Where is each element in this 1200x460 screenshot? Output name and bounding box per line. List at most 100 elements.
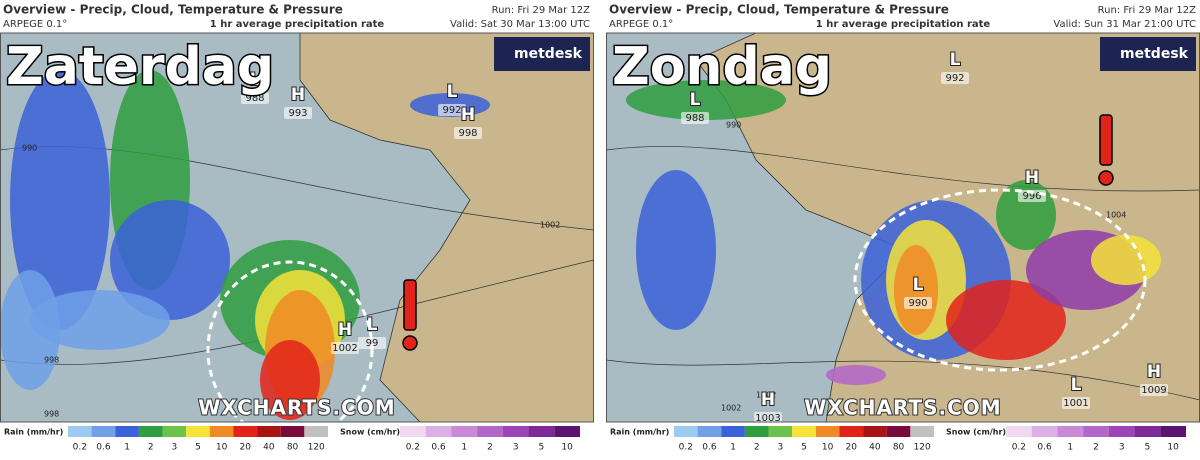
rain-tick: 10 <box>216 443 228 453</box>
rain-swatch <box>910 426 934 437</box>
pressure-box <box>241 92 269 104</box>
isobar-label: 998 <box>44 356 59 365</box>
snow-tick: 1 <box>461 443 467 453</box>
pressure-value: 988 <box>245 93 264 104</box>
pressure-box <box>331 342 359 354</box>
rain-tick: 1 <box>124 443 130 453</box>
pressure-box <box>754 412 782 422</box>
rain-swatch <box>115 426 139 437</box>
rain-swatch <box>815 426 840 437</box>
subtitle: 1 hr average precipitation rate <box>210 19 385 30</box>
snow-swatch <box>477 426 503 437</box>
subtitle: 1 hr average precipitation rate <box>816 19 991 30</box>
rain-swatch <box>721 426 745 437</box>
pressure-letter: L <box>1071 375 1082 395</box>
rain-tick: 0.2 <box>73 443 87 453</box>
rain-swatch <box>674 426 698 437</box>
pressure-letter: H <box>338 320 352 340</box>
pressure-value: 992 <box>945 73 964 84</box>
snow-swatch <box>1160 426 1186 437</box>
rain-swatch <box>768 426 793 437</box>
pressure-box <box>904 297 932 309</box>
panel: Overview - Precip, Cloud, Temperature & … <box>0 3 594 453</box>
isobar-label: 1002 <box>721 404 741 413</box>
chart-title: Overview - Precip, Cloud, Temperature & … <box>3 3 343 17</box>
rain-swatch <box>280 426 305 437</box>
isobar-label: 990 <box>22 144 37 153</box>
rain-tick: 0.2 <box>679 443 693 453</box>
snow-tick: 1 <box>1067 443 1073 453</box>
rain-tick: 0.6 <box>96 443 111 453</box>
rain-tick: 80 <box>893 443 905 453</box>
pressure-value: 990 <box>908 298 927 309</box>
snow-swatch <box>1134 426 1161 437</box>
snow-swatch <box>1083 426 1109 437</box>
pressure-value: 99 <box>366 338 379 349</box>
pressure-letter: H <box>461 105 475 125</box>
precipitation <box>826 365 886 385</box>
snow-swatch <box>1031 426 1058 437</box>
pressure-value: 996 <box>1022 191 1041 202</box>
rain-swatch <box>68 426 92 437</box>
brand-box <box>494 37 590 71</box>
rain-tick: 40 <box>263 443 275 453</box>
snow-tick: 2 <box>1093 443 1099 453</box>
exclamation-bar <box>403 279 417 331</box>
pressure-value: 1002 <box>332 343 357 354</box>
pressure-value: 998 <box>458 128 477 139</box>
precipitation <box>626 80 786 120</box>
rain-swatch <box>91 426 116 437</box>
rain-swatch <box>744 426 769 437</box>
exclamation-dot <box>1098 170 1114 186</box>
pressure-value: 1003 <box>755 413 780 424</box>
snow-tick: 2 <box>487 443 493 453</box>
rain-tick: 0.6 <box>702 443 717 453</box>
model-name: ARPEGE 0.1° <box>609 19 673 30</box>
rain-tick: 40 <box>869 443 881 453</box>
rain-tick: 2 <box>148 443 154 453</box>
day-label: Zondag <box>612 37 832 97</box>
rain-tick: 120 <box>308 443 325 453</box>
rain-swatch <box>304 426 328 437</box>
run-time: Run: Fri 29 Mar 12Z <box>492 5 590 16</box>
pressure-value: 988 <box>685 113 704 124</box>
rain-tick: 5 <box>801 443 807 453</box>
watermark: WXCHARTS.COM <box>198 396 395 420</box>
rain-swatch <box>233 426 258 437</box>
rain-swatch <box>863 426 887 437</box>
rain-title: Rain (mm/hr) <box>610 428 669 437</box>
snow-swatch <box>528 426 555 437</box>
snow-tick: 0.6 <box>431 443 446 453</box>
snow-title: Snow (cm/hr) <box>946 428 1006 437</box>
exclamation-bar <box>1099 114 1113 166</box>
precipitation <box>10 70 110 330</box>
isobar-label: 1002 <box>540 221 560 230</box>
chart-title: Overview - Precip, Cloud, Temperature & … <box>609 3 949 17</box>
rain-swatch <box>839 426 864 437</box>
precipitation <box>1091 235 1161 285</box>
snow-tick: 3 <box>1119 443 1125 453</box>
pressure-letter: L <box>690 90 701 110</box>
pressure-box <box>941 72 969 84</box>
isobar <box>606 146 1200 192</box>
snow-tick: 10 <box>1167 443 1179 453</box>
rain-tick: 10 <box>822 443 834 453</box>
pressure-box <box>1140 384 1168 396</box>
snow-tick: 5 <box>539 443 545 453</box>
pressure-value: 1001 <box>1063 398 1088 409</box>
valid-time: Valid: Sat 30 Mar 13:00 UTC <box>450 19 590 30</box>
pressure-value: 992 <box>442 105 461 116</box>
isobar-label: 990 <box>726 121 741 130</box>
highlight-ring <box>853 188 1147 372</box>
pressure-letter: L <box>950 50 961 70</box>
isobar-label: 998 <box>44 410 59 419</box>
rain-title: Rain (mm/hr) <box>4 428 63 437</box>
pressure-box <box>454 127 482 139</box>
pressure-box <box>1062 397 1090 409</box>
rain-swatch <box>697 426 722 437</box>
snow-swatch <box>502 426 529 437</box>
rain-swatch <box>186 426 210 437</box>
snow-tick: 10 <box>561 443 573 453</box>
